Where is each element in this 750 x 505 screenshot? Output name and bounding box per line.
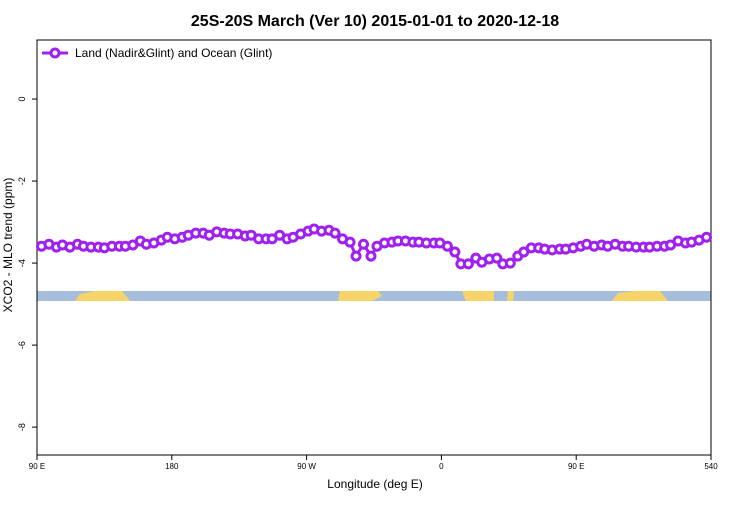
- legend-label: Land (Nadir&Glint) and Ocean (Glint): [75, 46, 272, 60]
- land-ocean-strip: [37, 291, 711, 301]
- x-axis-label: Longitude (deg E): [327, 477, 422, 491]
- y-tick-label: 0: [17, 97, 27, 102]
- point: [365, 250, 377, 262]
- point: [350, 250, 362, 262]
- y-tick-label: -2: [17, 177, 27, 185]
- point: [344, 236, 356, 248]
- x-tick-label: 90 E: [29, 462, 45, 471]
- x-tick-label: 180: [165, 462, 179, 471]
- y-tick-label: -8: [17, 423, 27, 431]
- x-tick-label: 540: [704, 462, 718, 471]
- point: [504, 257, 516, 269]
- x-tick-label: 0: [439, 462, 444, 471]
- y-tick-label: -6: [17, 341, 27, 349]
- legend: Land (Nadir&Glint) and Ocean (Glint): [42, 46, 272, 60]
- point: [329, 227, 341, 239]
- x-tick-label: 90 E: [568, 462, 584, 471]
- chart-title: 25S-20S March (Ver 10) 2015-01-01 to 202…: [191, 13, 559, 30]
- point: [358, 238, 370, 250]
- point: [441, 240, 453, 252]
- x-tick-label: 90 W: [297, 462, 316, 471]
- y-axis-label: XCO2 - MLO trend (ppm): [1, 178, 15, 313]
- point: [449, 246, 461, 258]
- legend-marker: [49, 47, 61, 59]
- point: [462, 258, 474, 270]
- point: [701, 231, 713, 243]
- y-tick-label: -4: [17, 259, 27, 267]
